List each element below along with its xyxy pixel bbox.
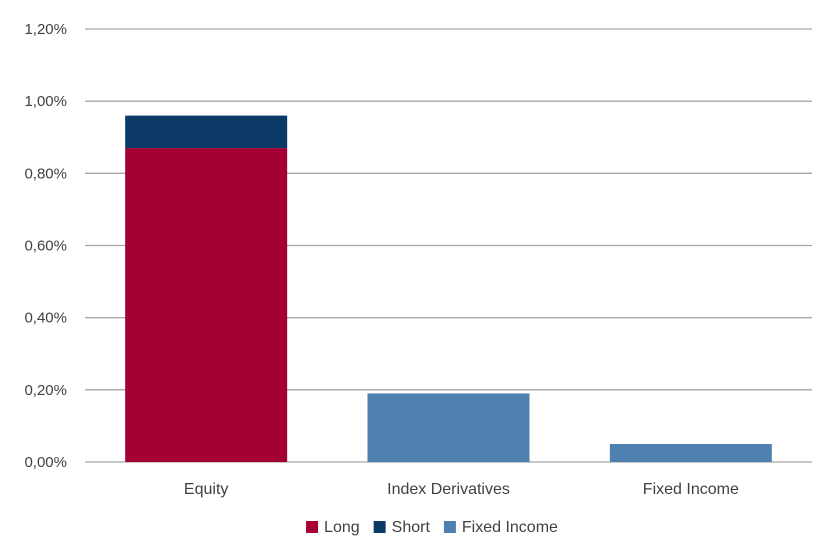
legend-label: Fixed Income [462,519,558,536]
legend-swatch [373,521,386,533]
y-tick-label: 0,40% [24,310,67,327]
x-axis-categories: Equity Index Derivatives Fixed Income [184,481,739,498]
bars [125,115,772,462]
bar-fixed-income [367,393,530,462]
y-tick-label: 0,60% [24,238,67,255]
legend-label: Short [392,519,431,536]
x-category-label: Index Derivatives [387,481,510,498]
legend-label: Long [324,519,360,536]
bar-short [125,115,288,149]
y-tick-label: 1,20% [24,21,67,38]
legend-swatch [443,521,456,533]
bar-fixed-income [609,443,772,462]
y-tick-label: 1,00% [24,93,67,110]
y-tick-label: 0,20% [24,382,67,399]
legend: Long Short Fixed Income [306,519,558,536]
legend-swatch [306,521,319,533]
y-axis-ticks: 0,00% 0,20% 0,40% 0,60% 0,80% 1,00% 1,20% [24,21,67,471]
bar-long [125,148,288,462]
x-category-label: Equity [184,481,228,498]
y-tick-label: 0,00% [24,454,67,471]
y-tick-label: 0,80% [24,165,67,182]
x-category-label: Fixed Income [643,481,739,498]
